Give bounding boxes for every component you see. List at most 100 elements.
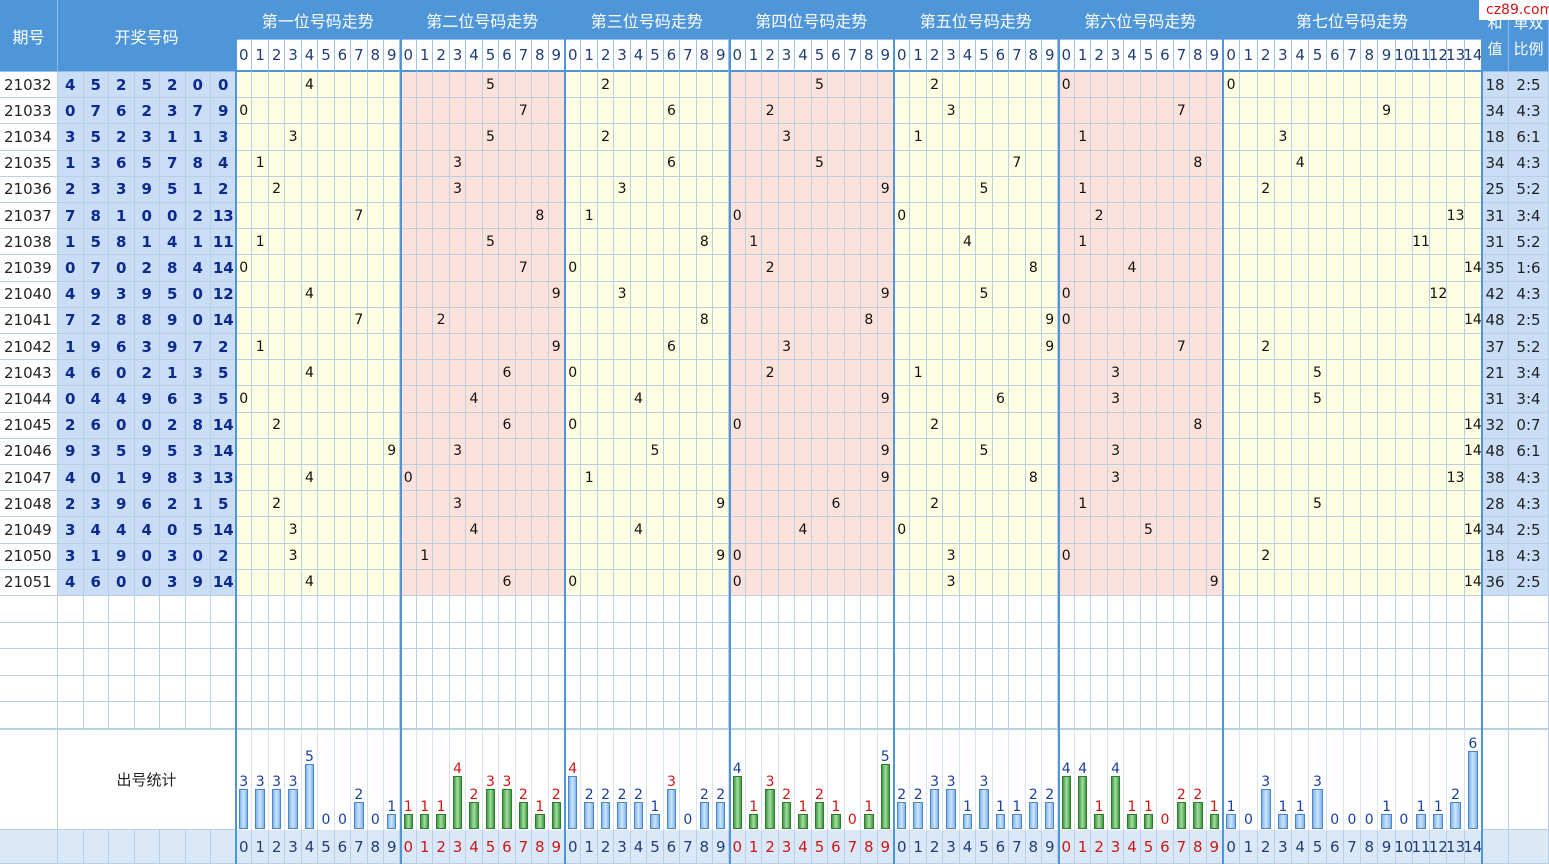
- trend-cell: [1326, 255, 1344, 282]
- trend-cell: [1124, 465, 1141, 492]
- site-logo[interactable]: cz89.com: [1479, 0, 1549, 20]
- trend-cell: [1309, 569, 1327, 596]
- trend-cell: [696, 281, 714, 308]
- trend-hit: 14: [1464, 412, 1482, 439]
- trend-hit: 8: [532, 203, 549, 230]
- trend-cell: [367, 150, 385, 177]
- trend-cell: [384, 255, 401, 282]
- trend-cell: [301, 517, 319, 544]
- trend-cell: [1412, 203, 1431, 230]
- trend-cell: [400, 491, 417, 518]
- trend-cell: [1464, 124, 1482, 151]
- trend-cell: [285, 281, 302, 308]
- trend-cell: [597, 543, 615, 570]
- trend-cell: [1190, 360, 1207, 387]
- blank-cell: [1482, 702, 1509, 729]
- stat-count: 3: [979, 774, 989, 790]
- blank-cell: [301, 622, 319, 650]
- trend-cell: [910, 386, 927, 413]
- trend-cell: [663, 176, 681, 203]
- trend-cell: [976, 517, 993, 544]
- trend-cell: [351, 517, 368, 544]
- trend-cell: [1378, 334, 1396, 361]
- trend-cell: [515, 307, 533, 334]
- digit-header: 8: [367, 40, 385, 72]
- trend-cell: [647, 176, 664, 203]
- stat-count: 0: [321, 812, 331, 828]
- trend-cell: [1240, 255, 1258, 282]
- trend-hit: 9: [1042, 307, 1059, 334]
- blank-cell: [416, 702, 434, 729]
- trend-cell: [1257, 124, 1275, 151]
- trend-cell: [285, 438, 302, 465]
- stat-bar: [304, 764, 315, 829]
- trend-cell: [1395, 569, 1413, 596]
- trend-hit: 9: [877, 438, 894, 465]
- blank-cell: [1464, 702, 1482, 729]
- trend-cell: [1464, 360, 1482, 387]
- trend-cell: [811, 491, 829, 518]
- trend-cell: [1447, 255, 1465, 282]
- blank-cell: [762, 702, 779, 729]
- trend-cell: [1058, 176, 1075, 203]
- trend-cell: [1173, 203, 1191, 230]
- draw-number: 4: [109, 386, 135, 413]
- trend-cell: [713, 150, 730, 177]
- blank-cell: [1107, 702, 1125, 729]
- trend-cell: [351, 229, 368, 256]
- blank-cell: [713, 622, 730, 650]
- trend-cell: [630, 176, 648, 203]
- footer-digit: 7: [1173, 830, 1191, 864]
- trend-cell: [844, 386, 862, 413]
- trend-cell: [713, 98, 730, 125]
- blank-cell: [252, 702, 269, 729]
- trend-cell: [1240, 124, 1258, 151]
- blank-cell: [1025, 675, 1043, 703]
- blank-cell: [713, 675, 730, 703]
- trend-cell: [433, 491, 450, 518]
- trend-cell: [1378, 176, 1396, 203]
- trend-cell: [811, 543, 829, 570]
- trend-cell: [894, 307, 911, 334]
- trend-cell: [466, 465, 483, 492]
- trend-cell: [1309, 229, 1327, 256]
- blank-cell: [1343, 675, 1362, 703]
- trend-cell: [1274, 543, 1293, 570]
- blank-cell: [185, 596, 211, 623]
- draw-number: 2: [185, 203, 211, 230]
- footer-blank: [109, 830, 135, 864]
- trend-cell: [581, 176, 598, 203]
- trend-cell: [252, 360, 269, 387]
- trend-cell: [301, 98, 319, 125]
- trend-cell: [1274, 517, 1293, 544]
- trend-cell: [367, 307, 385, 334]
- digit-header: 5: [482, 40, 500, 72]
- footer-digit: 7: [515, 830, 533, 864]
- trend-cell: [301, 334, 319, 361]
- trend-cell: [696, 465, 714, 492]
- stat-bar: [995, 814, 1006, 829]
- blank-cell: [285, 702, 302, 729]
- trend-cell: [795, 465, 812, 492]
- trend-cell: [811, 281, 829, 308]
- blank-cell: [811, 596, 829, 623]
- trend-cell: [236, 203, 253, 230]
- blank-cell: [515, 622, 533, 650]
- blank-cell: [1058, 649, 1075, 676]
- trend-cell: [1157, 229, 1174, 256]
- trend-hit: 0: [565, 255, 582, 282]
- blank-cell: [795, 596, 812, 623]
- trend-cell: [1464, 386, 1482, 413]
- trend-cell: [597, 98, 615, 125]
- trend-cell: [959, 281, 977, 308]
- trend-cell: [614, 72, 631, 99]
- trend-cell: [1343, 360, 1362, 387]
- trend-cell: [548, 517, 565, 544]
- stat-column: 1: [1292, 730, 1310, 830]
- trend-cell: [745, 124, 763, 151]
- stat-bar: [271, 789, 282, 829]
- trend-cell: [614, 569, 631, 596]
- stat-count: 1: [798, 799, 808, 815]
- ratio-value: 5:2: [1509, 176, 1549, 203]
- blank-cell: [532, 702, 549, 729]
